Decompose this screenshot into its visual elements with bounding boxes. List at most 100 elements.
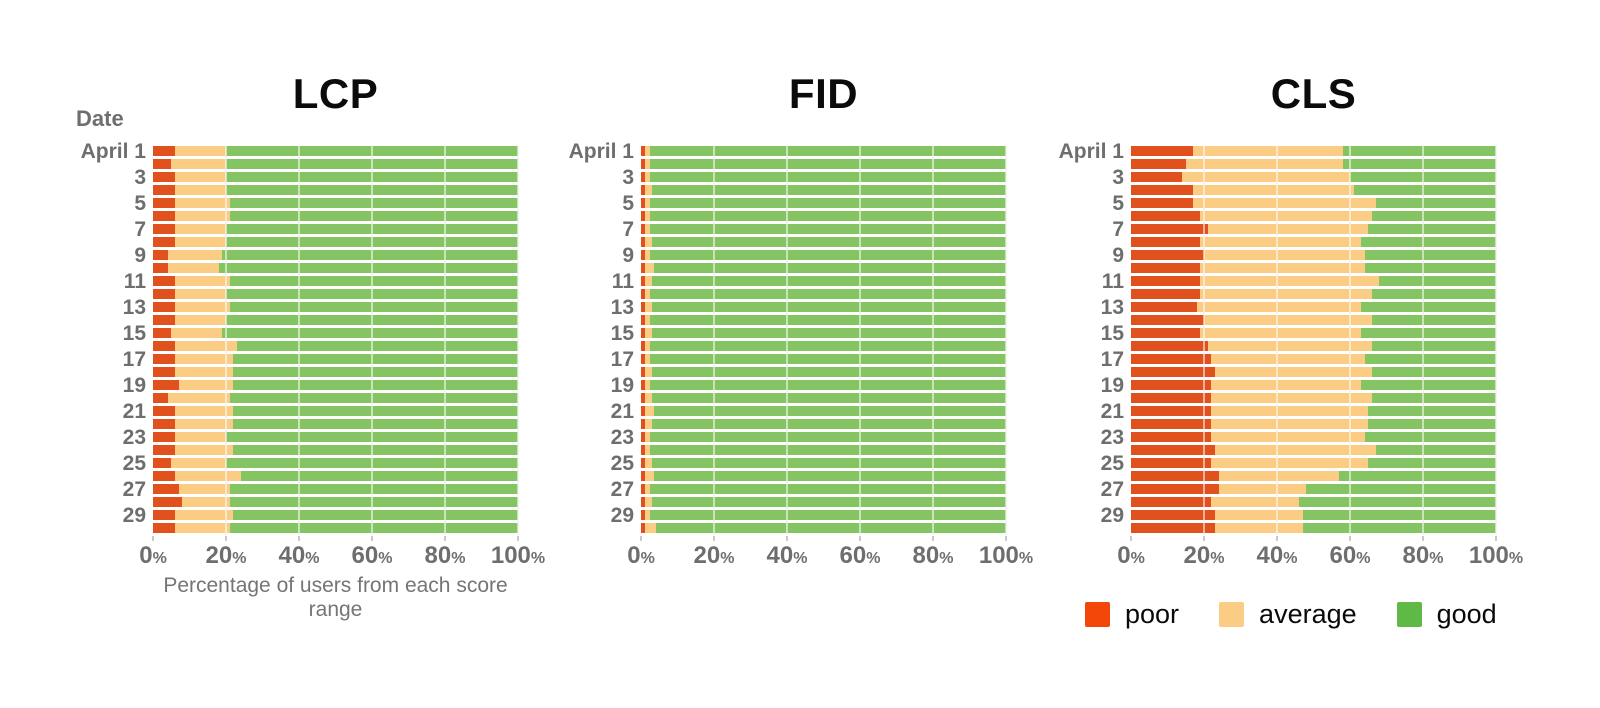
bar-segment-good bbox=[650, 341, 1006, 351]
stacked-bar bbox=[641, 354, 1006, 364]
bar-row bbox=[641, 249, 1006, 262]
bar-segment-poor bbox=[153, 432, 175, 442]
bar-row bbox=[1131, 457, 1496, 470]
bar-segment-good bbox=[650, 159, 1006, 169]
bar-segment-good bbox=[1371, 211, 1496, 221]
y-tick-label: 5 bbox=[134, 192, 146, 215]
bar-segment-average bbox=[174, 406, 234, 416]
bar-segment-poor bbox=[641, 315, 645, 325]
bar-segment-poor bbox=[641, 380, 645, 390]
y-tick-label: 7 bbox=[622, 218, 634, 241]
bar-segment-average bbox=[644, 315, 651, 325]
bar-segment-average bbox=[174, 146, 226, 156]
bar-segment-poor bbox=[153, 263, 168, 273]
bar-segment-average bbox=[644, 354, 651, 364]
bar-segment-good bbox=[229, 393, 518, 403]
stacked-bar bbox=[1131, 432, 1496, 442]
bars-layer bbox=[153, 145, 518, 535]
axis-tick-mark bbox=[444, 536, 446, 541]
stacked-bar bbox=[641, 510, 1006, 520]
bar-segment-poor bbox=[1131, 419, 1212, 429]
bar-segment-average bbox=[644, 159, 651, 169]
bar-segment-good bbox=[229, 211, 518, 221]
x-tick-label: 60% bbox=[351, 542, 393, 569]
bar-row bbox=[641, 340, 1006, 353]
bar-segment-poor bbox=[1131, 341, 1208, 351]
y-tick-label: 5 bbox=[622, 192, 634, 215]
x-tick-label: 80% bbox=[912, 542, 954, 569]
bar-segment-poor bbox=[641, 471, 645, 481]
bar-segment-good bbox=[1342, 159, 1496, 169]
bar-segment-poor bbox=[1131, 328, 1201, 338]
bar-segment-poor bbox=[1131, 393, 1212, 403]
axis-tick-mark bbox=[152, 536, 154, 541]
bar-segment-poor bbox=[153, 393, 168, 403]
stacked-bar bbox=[641, 432, 1006, 442]
stacked-bar bbox=[1131, 367, 1496, 377]
bar-segment-poor bbox=[153, 419, 175, 429]
bar-row bbox=[1131, 145, 1496, 158]
stacked-bar bbox=[1131, 185, 1496, 195]
bar-segment-average bbox=[1200, 237, 1361, 247]
bar-segment-poor bbox=[1131, 237, 1201, 247]
y-tick-label: April 1 bbox=[1058, 140, 1124, 163]
x-tick-label: 60% bbox=[1329, 542, 1371, 569]
bar-segment-average bbox=[174, 185, 226, 195]
bar-segment-good bbox=[218, 263, 518, 273]
bar-segment-poor bbox=[641, 432, 645, 442]
gridline-highlight bbox=[1203, 145, 1205, 535]
bar-segment-poor bbox=[1131, 484, 1219, 494]
bar-segment-poor bbox=[153, 341, 175, 351]
bar-segment-poor bbox=[641, 393, 645, 403]
bar-segment-average bbox=[644, 393, 652, 403]
bar-segment-poor bbox=[1131, 185, 1194, 195]
bar-segment-average bbox=[171, 159, 226, 169]
bar-segment-poor bbox=[641, 406, 645, 416]
bar-row bbox=[153, 262, 518, 275]
stacked-bar bbox=[641, 185, 1006, 195]
bar-segment-average bbox=[644, 276, 652, 286]
stacked-bar bbox=[1131, 250, 1496, 260]
bar-segment-good bbox=[650, 432, 1006, 442]
stacked-bar bbox=[1131, 445, 1496, 455]
bar-segment-good bbox=[650, 211, 1006, 221]
bar-segment-poor bbox=[1131, 276, 1201, 286]
bar-row bbox=[153, 145, 518, 158]
bar-row bbox=[153, 210, 518, 223]
bar-segment-average bbox=[644, 419, 652, 429]
y-tick-label bbox=[1036, 236, 1124, 249]
bar-segment-poor bbox=[641, 354, 645, 364]
bar-segment-average bbox=[167, 250, 223, 260]
y-tick-label bbox=[1036, 210, 1124, 223]
stacked-bar bbox=[641, 458, 1006, 468]
bar-segment-poor bbox=[641, 263, 645, 273]
stacked-bar bbox=[1131, 341, 1496, 351]
bar-segment-average bbox=[174, 510, 234, 520]
x-tick-label: 0% bbox=[139, 542, 167, 569]
bar-segment-average bbox=[1218, 471, 1340, 481]
bar-row bbox=[1131, 249, 1496, 262]
bar-segment-good bbox=[1375, 445, 1496, 455]
bar-segment-average bbox=[1200, 276, 1380, 286]
bar-segment-good bbox=[240, 471, 518, 481]
gridline-highlight bbox=[859, 145, 861, 535]
y-tick-label: 23 bbox=[610, 426, 634, 449]
x-tick-label: 20% bbox=[205, 542, 247, 569]
lcp-y-axis-labels: April 1 3 5 7 9 11 13 15 17 19 21 23 25 27 29 bbox=[58, 141, 146, 535]
bar-row bbox=[641, 522, 1006, 535]
bar-segment-poor bbox=[641, 146, 645, 156]
bar-segment-good bbox=[650, 198, 1006, 208]
bar-row bbox=[153, 275, 518, 288]
axis-tick-mark bbox=[1422, 536, 1424, 541]
bar-segment-average bbox=[1211, 393, 1372, 403]
y-tick-label bbox=[546, 236, 634, 249]
stacked-bar bbox=[641, 471, 1006, 481]
bar-segment-good bbox=[651, 302, 1006, 312]
bar-segment-poor bbox=[153, 237, 175, 247]
bar-row bbox=[153, 392, 518, 405]
stacked-bar bbox=[153, 341, 518, 351]
bar-segment-average bbox=[1211, 497, 1299, 507]
lcp-chart: LCP Date April 1 3 5 7 9 11 13 15 17 19 21 23 25 27 29… bbox=[58, 70, 545, 640]
stacked-bar bbox=[1131, 315, 1496, 325]
x-tick-label: 20% bbox=[1183, 542, 1225, 569]
